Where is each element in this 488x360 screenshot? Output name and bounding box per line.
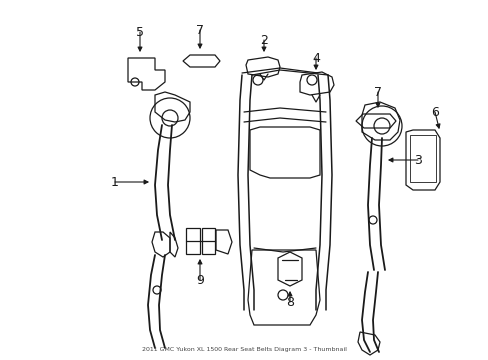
Text: 3: 3 <box>413 153 421 166</box>
Text: 1: 1 <box>111 176 119 189</box>
Text: 8: 8 <box>285 296 293 309</box>
Polygon shape <box>278 252 302 286</box>
Text: 2011 GMC Yukon XL 1500 Rear Seat Belts Diagram 3 - Thumbnail: 2011 GMC Yukon XL 1500 Rear Seat Belts D… <box>141 347 346 352</box>
Text: 5: 5 <box>136 26 143 39</box>
Text: 7: 7 <box>373 86 381 99</box>
Text: 7: 7 <box>196 23 203 36</box>
Text: 9: 9 <box>196 274 203 287</box>
Text: 6: 6 <box>430 105 438 118</box>
Text: 4: 4 <box>311 51 319 64</box>
Text: 2: 2 <box>260 33 267 46</box>
Polygon shape <box>405 130 439 190</box>
